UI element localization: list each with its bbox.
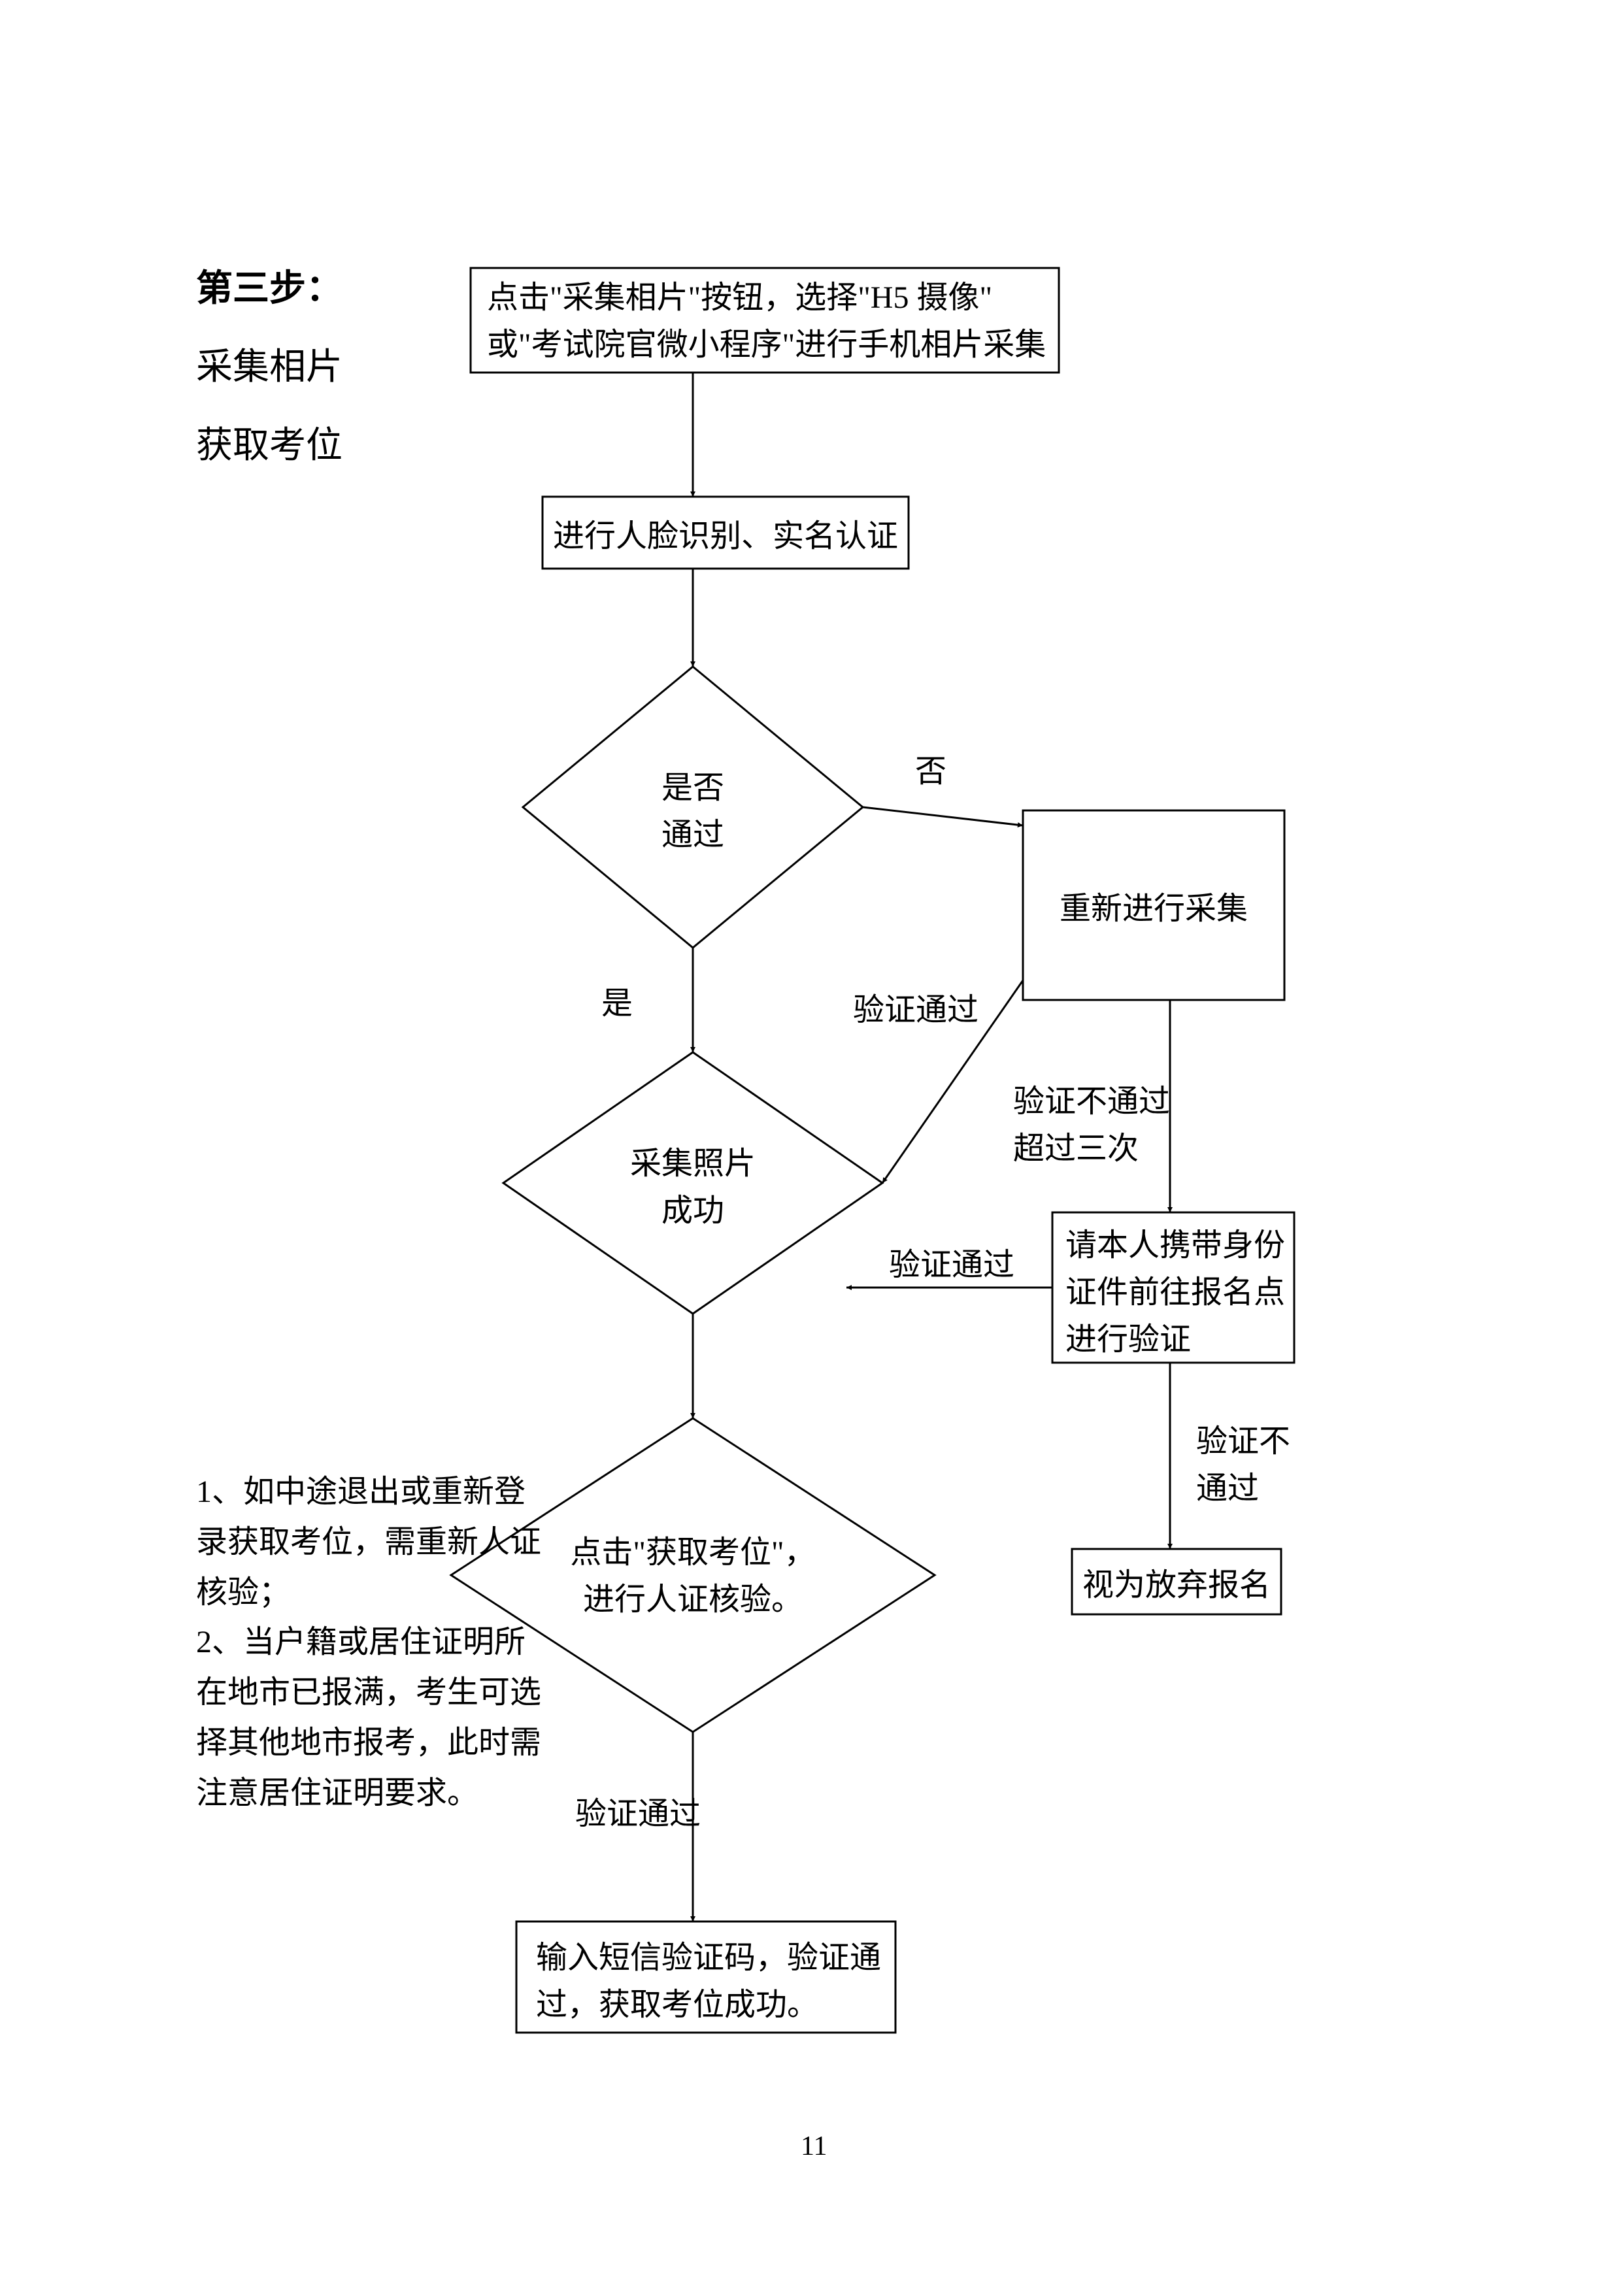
text-pass-check: 是否 通过 — [627, 765, 758, 859]
side-note: 1、如中途退出或重新登录获取考位，需重新人证核验； 2、当户籍或居住证明所在地市… — [196, 1467, 549, 1819]
text-get-seat: 点击"获取考位"， 进行人证核验。 — [556, 1529, 830, 1623]
heading-line2: 获取考位 — [196, 418, 343, 473]
text-start: 点击"采集相片"按钮，选择"H5 摄像" 或"考试院官微小程序"进行手机相片采集 — [487, 275, 1049, 369]
text-sms: 输入短信验证码，验证通 过，获取考位成功。 — [536, 1935, 882, 2029]
text-bring-id: 请本人携带身份 证件前往报名点 进行验证 — [1065, 1222, 1288, 1363]
edge-pass-no — [863, 807, 1023, 825]
label-yes: 是 — [601, 980, 633, 1027]
label-no: 否 — [915, 748, 946, 795]
label-verify-pass-1: 验证通过 — [853, 987, 978, 1034]
heading-line1: 采集相片 — [196, 340, 343, 395]
text-recollect: 重新进行采集 — [1023, 886, 1284, 933]
label-verify-pass-3: 验证通过 — [575, 1791, 701, 1838]
label-verify-fail: 验证不 通过 — [1196, 1418, 1290, 1512]
page-number: 11 — [801, 2131, 827, 2162]
label-verify-pass-2: 验证通过 — [889, 1242, 1014, 1289]
text-abandon: 视为放弃报名 — [1072, 1562, 1281, 1609]
label-verify-fail-3x: 验证不通过 超过三次 — [1013, 1078, 1170, 1173]
text-collect-success: 采集照片 成功 — [614, 1140, 771, 1235]
heading-step: 第三步： — [196, 261, 343, 316]
text-face-recog: 进行人脸识别、实名认证 — [543, 513, 909, 560]
